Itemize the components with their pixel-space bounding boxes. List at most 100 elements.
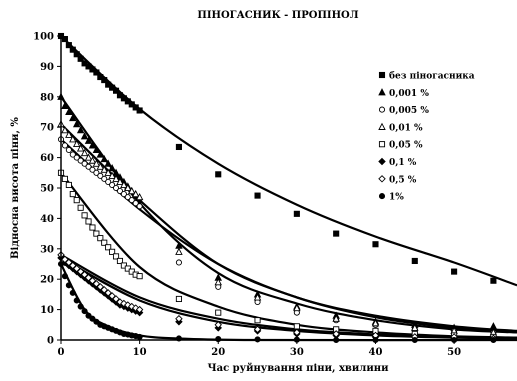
y-tick-label: 70 bbox=[40, 123, 54, 134]
data-point bbox=[84, 153, 93, 161]
data-point bbox=[69, 261, 77, 270]
data-point bbox=[85, 163, 92, 170]
x-ticks: 0 10 20 30 40 50 bbox=[58, 340, 461, 358]
data-point bbox=[131, 304, 140, 312]
y-tick-label: 30 bbox=[40, 244, 54, 255]
data-point bbox=[101, 175, 108, 182]
data-point bbox=[84, 136, 93, 144]
legend: без піногасника 0,001 % 0,005 % 0,01 % 0,05 … bbox=[378, 71, 475, 203]
data-point bbox=[108, 171, 116, 179]
data-point bbox=[136, 273, 143, 280]
data-point bbox=[175, 295, 182, 303]
x-tick-label: 40 bbox=[369, 347, 383, 358]
data-point bbox=[136, 203, 143, 210]
data-point bbox=[65, 258, 73, 267]
data-point bbox=[96, 283, 105, 291]
data-point bbox=[132, 200, 139, 207]
data-point bbox=[72, 119, 81, 128]
data-point bbox=[73, 297, 80, 304]
legend-marker bbox=[378, 141, 386, 148]
data-point bbox=[92, 280, 101, 288]
data-point bbox=[411, 257, 418, 265]
data-point bbox=[89, 224, 96, 231]
data-point bbox=[77, 55, 84, 62]
data-point bbox=[214, 321, 222, 329]
y-tick-label: 0 bbox=[47, 336, 54, 347]
data-point bbox=[215, 171, 222, 178]
data-point bbox=[92, 145, 101, 154]
data-point bbox=[293, 210, 300, 217]
data-point bbox=[293, 328, 301, 337]
data-point bbox=[93, 69, 100, 76]
x-axis-title: Час руйнування піни, хвилини bbox=[208, 363, 390, 374]
data-point bbox=[81, 160, 88, 167]
data-point bbox=[215, 309, 222, 316]
data-point bbox=[65, 130, 73, 138]
legend-label: 0,001 % bbox=[389, 89, 429, 99]
data-point bbox=[85, 312, 92, 319]
data-point bbox=[88, 141, 97, 149]
data-point bbox=[120, 299, 128, 308]
data-point bbox=[65, 42, 72, 49]
data-point bbox=[109, 181, 116, 189]
data-point bbox=[120, 191, 127, 198]
legend-marker bbox=[378, 193, 386, 200]
data-point bbox=[135, 305, 144, 314]
data-point bbox=[124, 183, 132, 192]
data-point bbox=[105, 244, 112, 251]
data-point bbox=[88, 156, 97, 164]
data-point bbox=[69, 191, 76, 198]
chart-title: ПІНОГАСНИК - ПРОПІНОЛ bbox=[197, 10, 358, 21]
data-point bbox=[96, 162, 105, 170]
data-point bbox=[136, 333, 143, 341]
legend-label: 0,05 % bbox=[389, 141, 423, 151]
data-point bbox=[489, 322, 498, 330]
data-point bbox=[100, 154, 108, 163]
data-point bbox=[112, 174, 120, 182]
data-point bbox=[69, 135, 77, 143]
x-tick-label: 0 bbox=[58, 347, 65, 358]
data-point bbox=[136, 107, 143, 114]
legend-marker bbox=[378, 106, 386, 113]
data-point bbox=[175, 143, 182, 151]
legend-label: 0,5 % bbox=[389, 175, 417, 185]
data-point bbox=[73, 154, 80, 161]
data-point bbox=[69, 46, 76, 53]
data-point bbox=[124, 194, 131, 201]
data-point bbox=[108, 292, 116, 300]
data-point bbox=[332, 314, 340, 322]
data-point bbox=[333, 230, 340, 237]
series-7-points bbox=[57, 260, 497, 344]
x-tick-label: 50 bbox=[447, 347, 461, 358]
series-1-points bbox=[57, 92, 498, 331]
data-point bbox=[253, 293, 262, 301]
legend-marker bbox=[378, 88, 386, 96]
data-points bbox=[57, 32, 498, 344]
data-point bbox=[108, 164, 116, 172]
data-point bbox=[88, 276, 97, 285]
data-point bbox=[89, 166, 96, 173]
data-point bbox=[175, 259, 182, 266]
data-point bbox=[80, 148, 89, 157]
data-point bbox=[69, 151, 76, 158]
data-point bbox=[96, 150, 105, 158]
data-point bbox=[253, 325, 262, 334]
data-point bbox=[112, 184, 120, 192]
data-point bbox=[97, 235, 104, 242]
legend-label: 0,005 % bbox=[389, 106, 429, 116]
y-ticks: 0 10 20 30 40 50 60 70 80 90 100 bbox=[33, 32, 61, 347]
y-tick-label: 90 bbox=[40, 62, 54, 73]
data-point bbox=[76, 144, 85, 152]
data-point bbox=[175, 247, 183, 255]
data-point bbox=[77, 157, 84, 164]
data-point bbox=[81, 308, 88, 315]
y-tick-label: 20 bbox=[40, 275, 54, 286]
data-point bbox=[81, 212, 88, 219]
data-point bbox=[100, 165, 108, 173]
x-tick-label: 20 bbox=[211, 347, 225, 358]
data-point bbox=[116, 177, 124, 185]
data-point bbox=[61, 126, 69, 134]
data-point bbox=[72, 264, 81, 273]
data-point bbox=[92, 159, 101, 167]
series-3-points bbox=[57, 119, 498, 336]
